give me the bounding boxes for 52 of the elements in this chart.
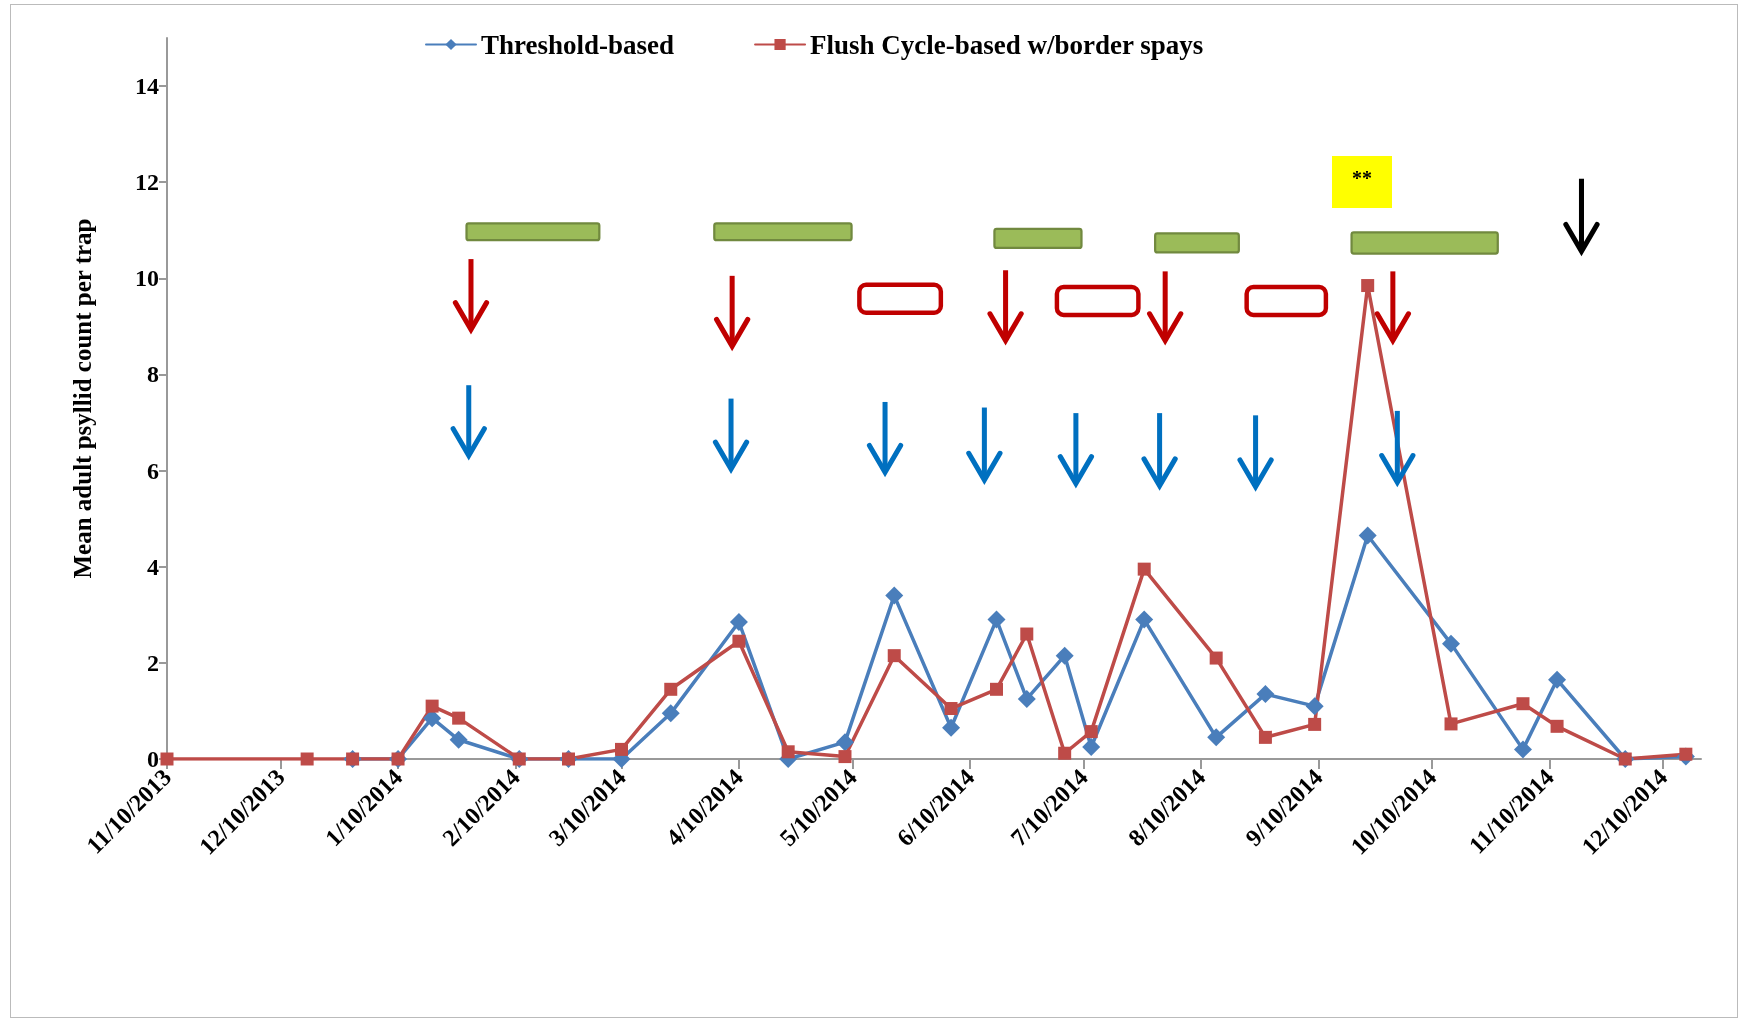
- point: [1135, 610, 1154, 629]
- point: [729, 613, 748, 632]
- point: [1305, 697, 1324, 716]
- y-tick-label: 10: [135, 265, 159, 292]
- point: [1137, 562, 1151, 576]
- annotation: **: [1352, 167, 1372, 189]
- y-tick-label: 14: [135, 73, 159, 100]
- point: [1058, 746, 1072, 760]
- point: [1513, 740, 1532, 759]
- point: [1207, 728, 1226, 747]
- point: [1308, 717, 1322, 731]
- legend-label: Flush Cycle-based w/border spays: [810, 29, 1204, 60]
- point: [987, 610, 1006, 629]
- point: [615, 742, 629, 756]
- point: [732, 634, 746, 648]
- point: [990, 682, 1003, 696]
- point: [944, 702, 958, 716]
- y-tick-label: 8: [147, 361, 159, 388]
- point: [1361, 279, 1375, 293]
- legend-label: Threshold-based: [481, 29, 675, 60]
- y-axis-title: Mean adult psyllid count per trap: [69, 218, 96, 579]
- y-tick-label: 6: [147, 457, 159, 484]
- y-tick-label: 12: [135, 169, 159, 196]
- point: [1084, 725, 1098, 739]
- point: [1442, 634, 1461, 653]
- point: [1256, 685, 1275, 704]
- point: [885, 586, 904, 605]
- point: [1548, 670, 1567, 689]
- point: [1444, 717, 1458, 731]
- point: [942, 718, 961, 737]
- point: [781, 745, 795, 759]
- point: [1358, 526, 1377, 545]
- point: [887, 649, 901, 663]
- point: [1550, 719, 1564, 733]
- point: [1082, 737, 1101, 756]
- point: [838, 750, 852, 764]
- point: [1055, 646, 1074, 665]
- point: [300, 752, 314, 766]
- y-tick-label: 0: [147, 746, 159, 772]
- point: [1020, 627, 1034, 641]
- y-tick-label: 4: [147, 553, 159, 580]
- point: [425, 699, 439, 713]
- point: [835, 733, 854, 752]
- point: [1017, 689, 1036, 708]
- point: [1209, 651, 1223, 665]
- point: [664, 682, 678, 696]
- point: [1258, 730, 1272, 744]
- point: [1516, 697, 1530, 711]
- y-tick-label: 2: [147, 649, 159, 676]
- point: [661, 704, 680, 723]
- point: [449, 730, 468, 749]
- point: [452, 711, 466, 725]
